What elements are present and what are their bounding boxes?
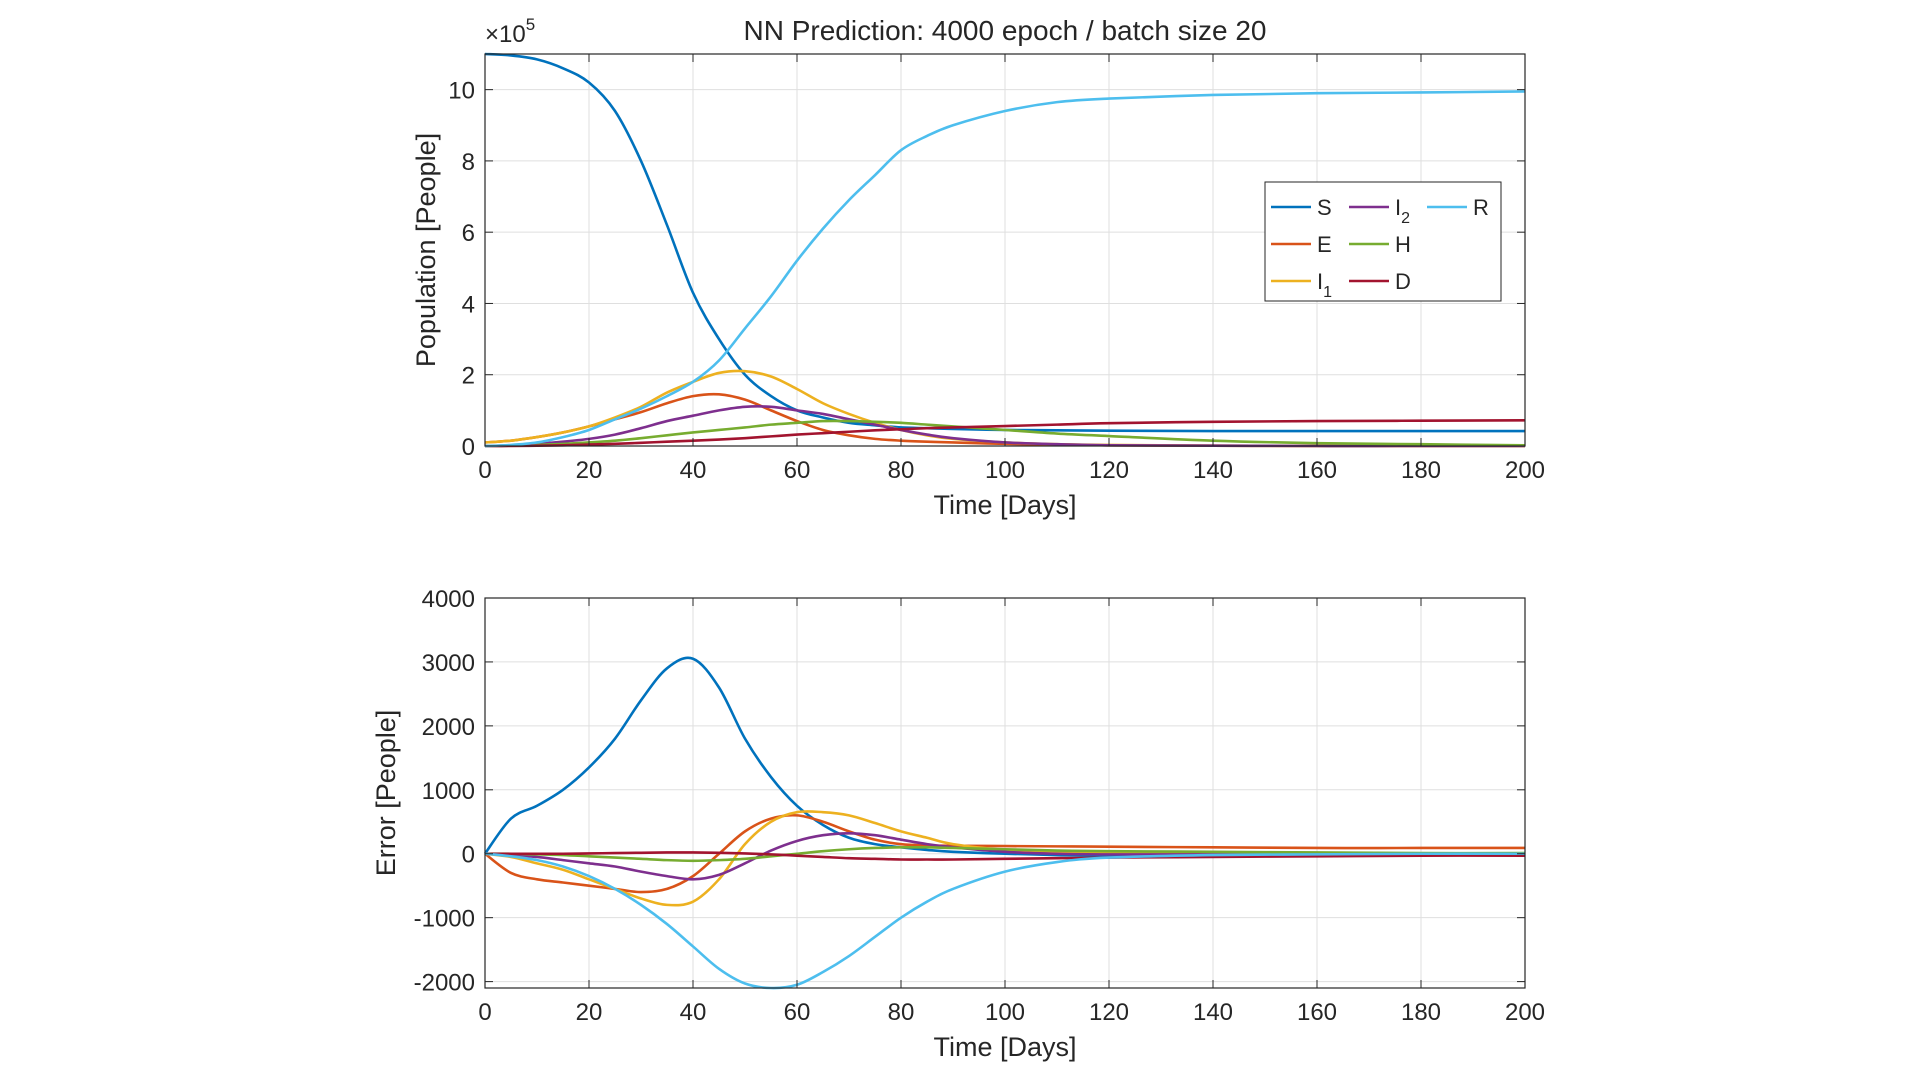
- y-tick-label: 3000: [422, 650, 475, 677]
- series-line-r: [484, 852, 1526, 990]
- x-tick-label: 160: [1297, 999, 1337, 1026]
- x-tick-label: 180: [1401, 999, 1441, 1026]
- legend-label: S: [1317, 195, 1332, 220]
- legend-label: D: [1395, 269, 1411, 294]
- population-plot: 0 20 40 60 80 100 120 140 160 180 200 0 2 4 6 8 10 Time […: [411, 15, 1545, 520]
- legend-box: [1264, 181, 1502, 302]
- y-tick-label: 2000: [422, 714, 475, 741]
- x-tick-label: 100: [985, 457, 1025, 484]
- x-tick-label: 160: [1297, 457, 1337, 484]
- legend-entry-s: S: [1271, 195, 1332, 220]
- y-tick-label: 4000: [422, 586, 475, 613]
- y-tick-label: 0: [462, 434, 475, 461]
- y-axis-label: Error [People]: [371, 710, 401, 877]
- x-axis-label: Time [Days]: [933, 1032, 1076, 1062]
- x-tick-label: 140: [1193, 999, 1233, 1026]
- ticks: 0 20 40 60 80 100 120 140 160 180 200 0 2 4 6 8 10: [448, 54, 1545, 484]
- legend-entry-i1: I1: [1271, 269, 1332, 301]
- x-tick-label: 40: [680, 457, 707, 484]
- legend-label: E: [1317, 232, 1332, 257]
- series-line-h: [484, 419, 1526, 448]
- x-tick-label: 60: [784, 999, 811, 1026]
- x-tick-label: 80: [888, 999, 915, 1026]
- legend-entry-d: D: [1349, 269, 1411, 294]
- series-line-d: [484, 419, 1526, 448]
- y-tick-label: 1000: [422, 778, 475, 805]
- y-tick-label: 10: [448, 78, 475, 105]
- series-line-d: [484, 851, 1526, 861]
- y-tick-label: 6: [462, 220, 475, 247]
- y-tick-label: -2000: [414, 970, 475, 997]
- chart-title: NN Prediction: 4000 epoch / batch size 2…: [744, 15, 1267, 46]
- legend-label: R: [1473, 195, 1489, 220]
- x-tick-label: 0: [478, 457, 491, 484]
- y-tick-label: 0: [462, 842, 475, 869]
- x-axis-label: Time [Days]: [933, 490, 1076, 520]
- x-tick-label: 120: [1089, 457, 1129, 484]
- x-tick-label: 20: [576, 457, 603, 484]
- y-tick-label: 8: [462, 149, 475, 176]
- legend-entry-r: R: [1427, 195, 1489, 220]
- x-tick-label: 100: [985, 999, 1025, 1026]
- ticks: 0 20 40 60 80 100 120 140 160 180 200 -2000 -1000 0 10…: [414, 586, 1545, 1026]
- series-lines: [483, 656, 1526, 990]
- x-tick-label: 200: [1505, 457, 1545, 484]
- legend-entry-h: H: [1349, 232, 1411, 257]
- legend: SE I1 I2 HD R: [1264, 181, 1502, 302]
- legend-entry-i2: I2: [1349, 195, 1410, 227]
- series-line-s: [484, 52, 1525, 433]
- y-exponent-label: ×105: [485, 15, 535, 48]
- y-axis-label: Population [People]: [411, 133, 441, 367]
- x-tick-label: 60: [784, 457, 811, 484]
- y-tick-label: 4: [462, 291, 475, 318]
- x-tick-label: 120: [1089, 999, 1129, 1026]
- x-tick-label: 80: [888, 457, 915, 484]
- legend-label: H: [1395, 232, 1411, 257]
- legend-label: I1: [1317, 269, 1332, 301]
- series-line-e: [484, 813, 1525, 894]
- y-tick-label: 2: [462, 363, 475, 390]
- series-line-h: [484, 845, 1526, 863]
- x-tick-label: 180: [1401, 457, 1441, 484]
- x-tick-label: 0: [478, 999, 491, 1026]
- x-tick-label: 140: [1193, 457, 1233, 484]
- x-tick-label: 200: [1505, 999, 1545, 1026]
- legend-label: I2: [1395, 195, 1410, 227]
- series-line-r: [484, 90, 1526, 448]
- x-tick-label: 40: [680, 999, 707, 1026]
- legend-entry-e: E: [1271, 232, 1332, 257]
- y-tick-label: -1000: [414, 906, 475, 933]
- error-plot: 0 20 40 60 80 100 120 140 160 180 200 -2000 -1000 0 10…: [371, 586, 1545, 1062]
- x-tick-label: 20: [576, 999, 603, 1026]
